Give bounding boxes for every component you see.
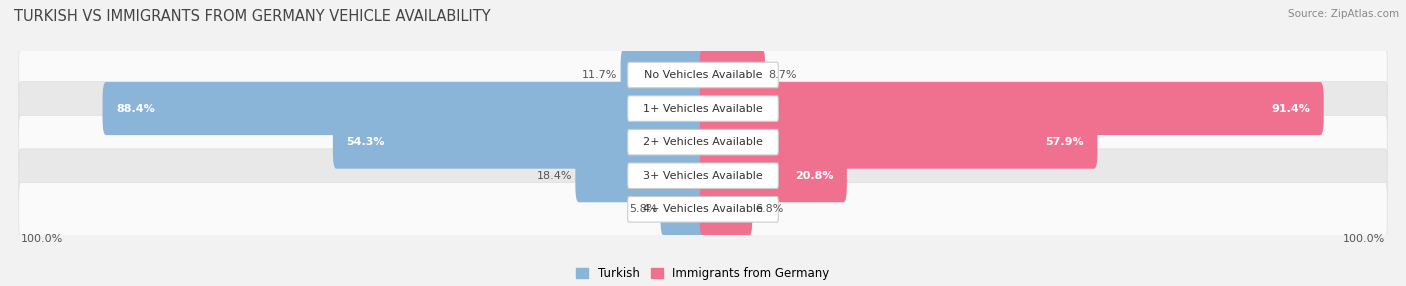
FancyBboxPatch shape — [103, 82, 706, 135]
Text: 18.4%: 18.4% — [537, 171, 572, 181]
Text: 4+ Vehicles Available: 4+ Vehicles Available — [643, 204, 763, 214]
FancyBboxPatch shape — [700, 183, 752, 236]
Text: 6.8%: 6.8% — [755, 204, 785, 214]
Text: 91.4%: 91.4% — [1271, 104, 1310, 114]
Text: 11.7%: 11.7% — [582, 70, 617, 80]
FancyBboxPatch shape — [18, 149, 1388, 202]
Text: 100.0%: 100.0% — [1343, 233, 1385, 243]
FancyBboxPatch shape — [700, 82, 1323, 135]
Text: 88.4%: 88.4% — [117, 104, 155, 114]
Text: 5.8%: 5.8% — [628, 204, 657, 214]
Text: 57.9%: 57.9% — [1045, 137, 1084, 147]
Text: 54.3%: 54.3% — [346, 137, 385, 147]
FancyBboxPatch shape — [627, 96, 779, 121]
FancyBboxPatch shape — [627, 129, 779, 155]
FancyBboxPatch shape — [18, 48, 1388, 102]
Text: No Vehicles Available: No Vehicles Available — [644, 70, 762, 80]
FancyBboxPatch shape — [627, 163, 779, 188]
FancyBboxPatch shape — [627, 62, 779, 88]
FancyBboxPatch shape — [333, 116, 706, 169]
FancyBboxPatch shape — [700, 48, 765, 102]
Text: 20.8%: 20.8% — [794, 171, 834, 181]
Text: 3+ Vehicles Available: 3+ Vehicles Available — [643, 171, 763, 181]
FancyBboxPatch shape — [18, 182, 1388, 236]
FancyBboxPatch shape — [700, 149, 846, 202]
Text: 8.7%: 8.7% — [769, 70, 797, 80]
Legend: Turkish, Immigrants from Germany: Turkish, Immigrants from Germany — [576, 267, 830, 280]
Text: 1+ Vehicles Available: 1+ Vehicles Available — [643, 104, 763, 114]
FancyBboxPatch shape — [620, 48, 706, 102]
FancyBboxPatch shape — [627, 196, 779, 222]
FancyBboxPatch shape — [18, 115, 1388, 169]
Text: Source: ZipAtlas.com: Source: ZipAtlas.com — [1288, 9, 1399, 19]
FancyBboxPatch shape — [661, 183, 706, 236]
FancyBboxPatch shape — [18, 82, 1388, 136]
Text: TURKISH VS IMMIGRANTS FROM GERMANY VEHICLE AVAILABILITY: TURKISH VS IMMIGRANTS FROM GERMANY VEHIC… — [14, 9, 491, 23]
Text: 2+ Vehicles Available: 2+ Vehicles Available — [643, 137, 763, 147]
FancyBboxPatch shape — [575, 149, 706, 202]
FancyBboxPatch shape — [700, 116, 1098, 169]
Text: 100.0%: 100.0% — [21, 233, 63, 243]
